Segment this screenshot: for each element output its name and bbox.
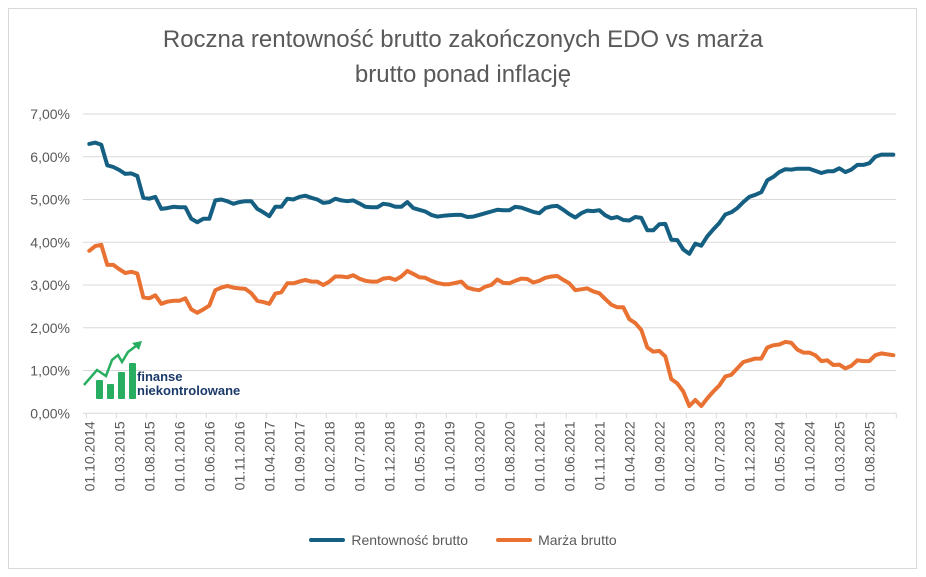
x-tick-label: 01.02.2023 <box>681 421 697 491</box>
legend-label: Rentowność brutto <box>351 532 469 548</box>
chart-title-line-2: brutto ponad inflację <box>354 61 572 88</box>
series-line-marza-brutto <box>87 242 896 408</box>
x-tick-label: 01.01.2016 <box>171 421 187 491</box>
x-tick-label: 01.08.2015 <box>141 421 157 491</box>
y-tick-label: 0,00% <box>30 405 70 421</box>
legend-swatch <box>309 538 346 542</box>
legend-item-rentownosc: Rentowność brutto <box>309 532 468 548</box>
chart-title: Roczna rentowność brutto zakończonych ED… <box>0 22 926 92</box>
x-tick-label: 01.04.2017 <box>261 421 277 491</box>
x-tick-label: 01.03.2020 <box>471 421 487 491</box>
x-tick-label: 01.03.2015 <box>111 421 127 491</box>
x-tick-label: 01.05.2024 <box>771 421 787 491</box>
x-tick-label: 01.10.2019 <box>441 421 457 491</box>
y-tick-label: 7,00% <box>30 106 70 122</box>
y-tick-label: 2,00% <box>30 320 70 336</box>
chart-title-line-1: Roczna rentowność brutto zakończonych ED… <box>162 26 764 53</box>
logo-line-1: finanse <box>137 369 183 384</box>
series-line-rentownosc-brutto <box>87 140 896 256</box>
y-tick-label: 1,00% <box>30 363 70 379</box>
x-tick-label: 01.11.2021 <box>591 421 607 490</box>
x-tick-label: 01.06.2021 <box>561 421 577 491</box>
logo-text: finanse niekontrolowane <box>137 370 240 398</box>
x-tick-label: 01.03.2025 <box>831 421 847 491</box>
y-tick-label: 5,00% <box>30 192 70 208</box>
x-tick-label: 01.12.2018 <box>381 421 397 491</box>
x-tick-label: 01.08.2025 <box>861 421 877 491</box>
x-tick-label: 01.09.2017 <box>291 421 307 491</box>
y-tick-label: 4,00% <box>30 234 70 250</box>
x-tick-label: 01.08.2020 <box>501 421 517 491</box>
x-tick-label: 01.07.2018 <box>351 421 367 491</box>
chart-frame <box>8 8 917 569</box>
legend: Rentowność brutto Marża brutto <box>0 532 926 548</box>
x-tick-label: 01.12.2023 <box>741 421 757 491</box>
y-tick-label: 6,00% <box>30 149 70 165</box>
logo-icon <box>83 341 142 399</box>
x-tick-label: 01.05.2019 <box>411 421 427 491</box>
legend-item-marza: Marża brutto <box>496 532 617 548</box>
x-tick-label: 01.09.2022 <box>651 421 667 491</box>
x-tick-label: 01.10.2014 <box>81 421 97 491</box>
y-tick-label: 3,00% <box>30 277 70 293</box>
legend-label: Marża brutto <box>538 532 617 548</box>
x-tick-label: 01.01.2021 <box>531 421 547 491</box>
x-tick-label: 01.04.2022 <box>621 421 637 491</box>
x-tick-label: 01.10.2024 <box>801 421 817 491</box>
legend-swatch <box>496 538 533 542</box>
x-tick-label: 01.11.2016 <box>231 421 247 490</box>
logo-line-2: niekontrolowane <box>137 383 241 398</box>
x-tick-label: 01.02.2018 <box>321 421 337 491</box>
x-tick-label: 01.06.2016 <box>201 421 217 491</box>
x-tick-label: 01.07.2023 <box>711 421 727 491</box>
